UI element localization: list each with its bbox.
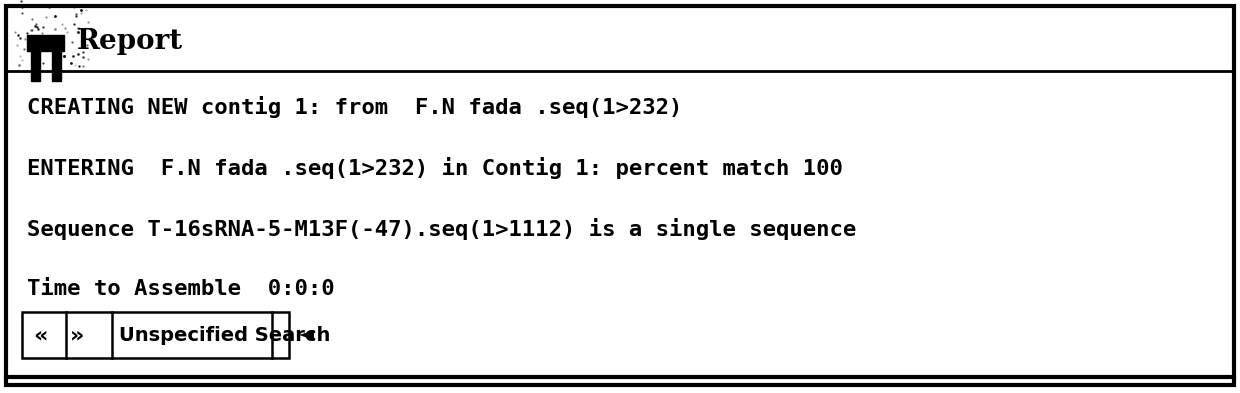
Text: Sequence T-16sRNA-5-M13F(-47).seq(1>1112) is a single sequence: Sequence T-16sRNA-5-M13F(-47).seq(1>1112…: [27, 218, 857, 240]
Text: Report: Report: [77, 28, 184, 55]
Bar: [27, 35, 64, 51]
Text: CREATING NEW contig 1: from  F.N fada .seq(1>232): CREATING NEW contig 1: from F.N fada .se…: [27, 96, 683, 118]
Text: ENTERING  F.N fada .seq(1>232) in Contig 1: percent match 100: ENTERING F.N fada .seq(1>232) in Contig …: [27, 157, 843, 179]
Text: Unspecified Search: Unspecified Search: [119, 325, 330, 345]
Bar: [52, 49, 61, 81]
Text: «: «: [33, 325, 47, 345]
Bar: [22, 312, 289, 358]
Text: Time to Assemble  0:0:0: Time to Assemble 0:0:0: [27, 279, 335, 299]
Text: ◄: ◄: [299, 325, 314, 345]
Bar: [31, 49, 40, 81]
Text: »: »: [69, 325, 84, 345]
